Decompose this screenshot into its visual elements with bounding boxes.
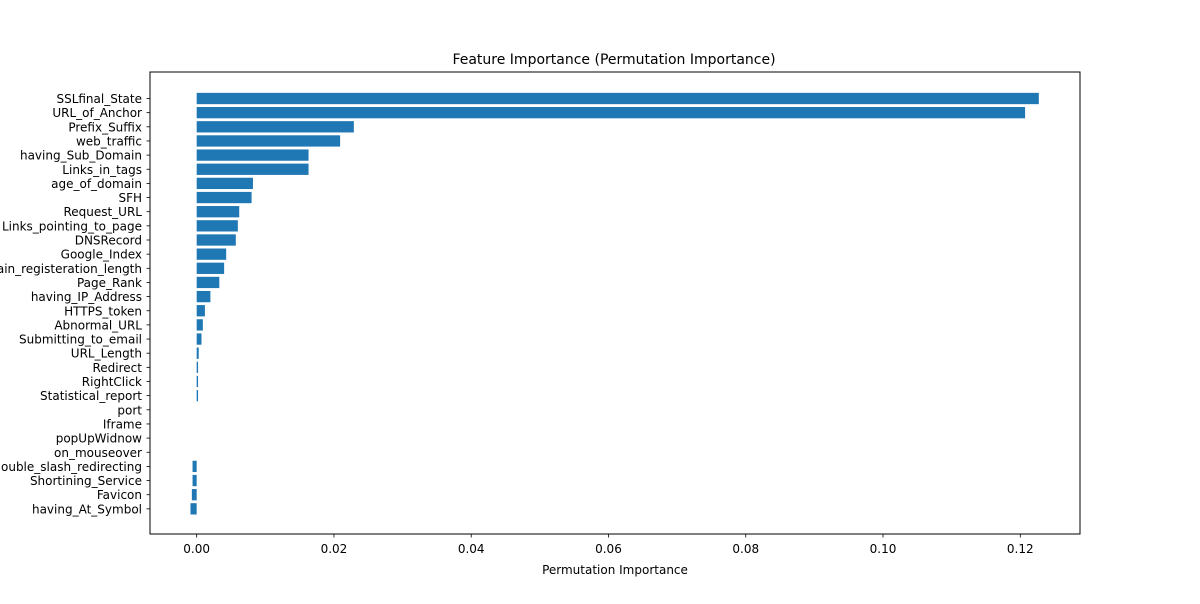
y-tick-label: having_At_Symbol <box>32 502 142 516</box>
bar-SSLfinal_State <box>196 92 1039 105</box>
x-tick-label: 0.12 <box>1007 542 1034 556</box>
x-axis-ticks: 0.00 0.02 0.04 0.06 0.08 0.10 0.12 <box>183 534 1034 556</box>
y-axis-ticks: SSLfinal_StateURL_of_AnchorPrefix_Suffix… <box>0 92 150 516</box>
plot-frame <box>149 71 1081 535</box>
bar-web_traffic <box>196 135 341 147</box>
bar-Redirect <box>196 361 199 373</box>
y-tick-label: HTTPS_token <box>64 304 142 318</box>
y-tick-label: Redirect <box>93 361 143 375</box>
y-tick-label: port <box>117 403 142 417</box>
bar-age_of_domain <box>196 177 253 190</box>
y-tick-label: SFH <box>118 191 142 205</box>
bars-group <box>190 92 1039 515</box>
y-tick-label: age_of_domain <box>51 177 142 191</box>
x-tick-label: 0.10 <box>870 542 897 556</box>
y-tick-label: RightClick <box>82 375 142 389</box>
y-tick-label: Request_URL <box>63 205 142 219</box>
y-tick-label: Page_Rank <box>77 276 142 290</box>
x-tick-label: 0.02 <box>321 542 348 556</box>
bar-Shortining_Service <box>192 474 197 487</box>
x-axis-label: Permutation Importance <box>542 563 688 577</box>
y-tick-label: Favicon <box>97 488 142 502</box>
bar-Prefix_Suffix <box>196 121 354 133</box>
bar-URL_Length <box>196 347 199 359</box>
bar-double_slash_redirecting <box>192 460 197 473</box>
y-tick-label: Domain_registeration_length <box>0 262 142 276</box>
y-tick-label: DNSRecord <box>75 234 142 248</box>
y-tick-label: Iframe <box>103 417 142 431</box>
bar-DNSRecord <box>196 234 236 246</box>
y-tick-label: Links_pointing_to_page <box>2 219 142 233</box>
bar-Links_in_tags <box>196 163 309 175</box>
x-tick-label: 0.08 <box>732 542 759 556</box>
bar-RightClick <box>196 375 199 388</box>
bar-Domain_registeration_length <box>196 262 225 274</box>
y-tick-label: on_mouseover <box>54 446 142 460</box>
y-tick-label: URL_Length <box>71 347 142 361</box>
bar-Submitting_to_email <box>196 333 202 345</box>
y-tick-label: Abnormal_URL <box>54 318 142 332</box>
bar-Request_URL <box>196 206 240 218</box>
y-tick-label: having_Sub_Domain <box>20 149 142 163</box>
bar-Abnormal_URL <box>196 319 203 331</box>
bar-URL_of_Anchor <box>196 107 1026 119</box>
bar-Google_Index <box>196 248 227 260</box>
x-tick-label: 0.00 <box>183 542 210 556</box>
bar-Page_Rank <box>196 276 220 289</box>
x-tick-label: 0.04 <box>458 542 485 556</box>
bar-Links_pointing_to_page <box>196 220 238 232</box>
y-tick-label: Links_in_tags <box>62 163 142 177</box>
bar-Statistical_report <box>196 390 199 402</box>
y-tick-label: Shortining_Service <box>30 474 142 488</box>
y-tick-label: Google_Index <box>61 248 142 262</box>
bar-HTTPS_token <box>196 305 205 317</box>
bar-SFH <box>196 191 252 204</box>
bar-Favicon <box>191 489 197 501</box>
bar-having_IP_Address <box>196 290 211 303</box>
y-tick-label: double_slash_redirecting <box>0 460 142 474</box>
y-tick-label: Prefix_Suffix <box>68 120 142 134</box>
y-tick-label: Statistical_report <box>40 389 142 403</box>
y-tick-label: popUpWidnow <box>56 432 142 446</box>
bar-having_At_Symbol <box>190 503 197 515</box>
y-tick-label: URL_of_Anchor <box>52 106 142 120</box>
y-tick-label: SSLfinal_State <box>56 92 142 106</box>
y-tick-label: web_traffic <box>76 134 142 148</box>
bar-having_Sub_Domain <box>196 149 309 161</box>
chart-title: Feature Importance (Permutation Importan… <box>452 52 775 68</box>
y-tick-label: Submitting_to_email <box>19 333 142 347</box>
y-tick-label: having_IP_Address <box>31 290 142 304</box>
x-tick-label: 0.06 <box>595 542 622 556</box>
